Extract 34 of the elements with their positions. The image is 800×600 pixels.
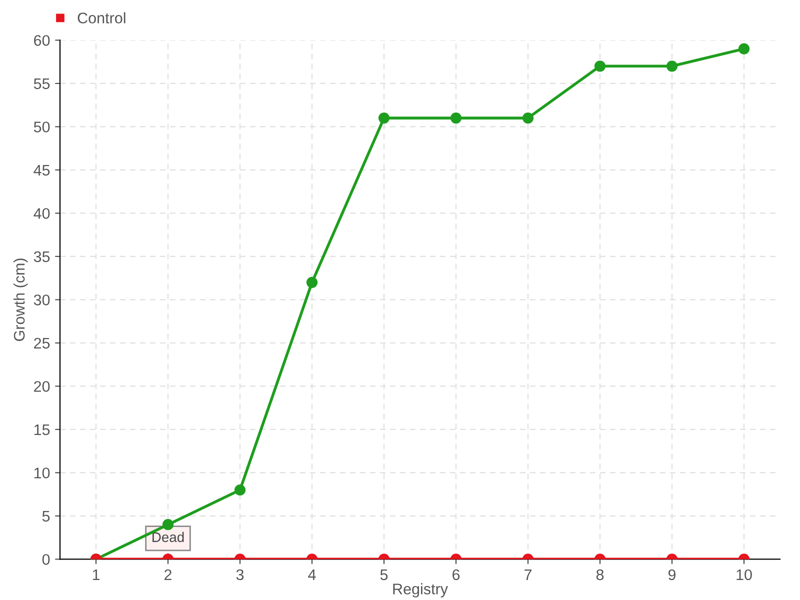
y-tick-label: 60 [34, 35, 50, 46]
y-tick-label: 15 [34, 424, 50, 436]
y-tick-label: 35 [34, 251, 50, 262]
x-axis-title: Registry [393, 583, 448, 598]
point [594, 60, 606, 72]
y-tick-label: 55 [34, 78, 50, 90]
x-tick-label: 4 [308, 569, 316, 580]
x-tick-label: 6 [452, 569, 460, 580]
y-axis-title: Growth (cm) [13, 258, 28, 341]
legend-label: Control [78, 12, 126, 24]
point [666, 60, 678, 72]
y-tick-label: 30 [34, 294, 50, 306]
y-tick-label: 0 [42, 554, 50, 565]
x-tick-label: 1 [92, 569, 100, 580]
y-tick-label: 5 [42, 510, 50, 522]
x-tick-label: 9 [668, 569, 676, 580]
x-tick-label: 3 [236, 569, 244, 580]
annotation: Dead [152, 532, 184, 542]
y-tick-label: 25 [34, 338, 50, 349]
point [738, 43, 750, 54]
point [306, 276, 318, 288]
y-tick-label: 45 [34, 164, 50, 176]
point [378, 112, 390, 124]
x-tick-label: 10 [736, 569, 752, 580]
y-tick-label: 20 [34, 381, 50, 392]
x-tick-label: 5 [380, 569, 388, 580]
y-tick-label: 40 [34, 208, 50, 219]
x-tick-label: 7 [524, 569, 532, 580]
point [522, 112, 534, 124]
x-tick-label: 2 [164, 569, 172, 580]
y-tick-label: 50 [34, 122, 50, 132]
x-tick-label: 8 [596, 569, 604, 580]
y-tick-label: 10 [34, 468, 50, 478]
point [450, 112, 462, 124]
